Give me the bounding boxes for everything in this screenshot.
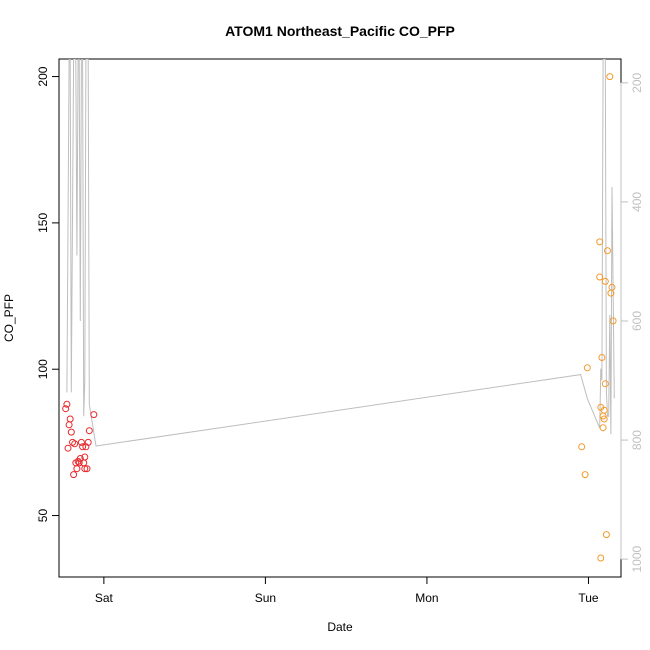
y2-tick-label: 400 — [630, 192, 644, 212]
data-point-series-1 — [67, 428, 75, 436]
data-point-series-1 — [90, 411, 98, 419]
y-axis-label: CO_PFP — [2, 294, 16, 342]
data-point-series-2 — [578, 443, 586, 451]
data-point-series-2 — [600, 406, 608, 414]
data-point-series-2 — [604, 247, 611, 255]
data-point-series-1 — [80, 459, 88, 467]
data-point-series-1 — [76, 455, 84, 462]
y2-tick-label: 1000 — [630, 545, 644, 572]
data-point-series-2 — [596, 238, 604, 246]
data-point-series-1 — [81, 465, 89, 473]
data-point-series-1 — [85, 427, 93, 435]
y2-tick-label: 800 — [630, 430, 644, 450]
data-point-series-1 — [66, 415, 74, 423]
data-point-series-2 — [600, 415, 608, 423]
data-point-series-1 — [65, 421, 73, 429]
data-point-series-2 — [599, 424, 607, 432]
x-axis: Sat Sun Mon Tue — [95, 576, 599, 605]
data-point-series-2 — [596, 273, 604, 281]
data-point-series-2 — [581, 471, 589, 479]
data-point-series-1 — [84, 438, 92, 446]
x-tick-label: Sat — [95, 591, 114, 605]
data-point-series-1 — [64, 444, 72, 452]
data-points-group — [62, 73, 617, 562]
y-tick-label: 200 — [36, 66, 50, 86]
chart-title: ATOM1 Northeast_Pacific CO_PFP — [225, 23, 455, 39]
plot-area-border — [58, 58, 622, 578]
data-point-series-1 — [62, 405, 70, 413]
y-tick-label: 50 — [36, 509, 50, 523]
data-point-series-2 — [602, 531, 610, 539]
data-point-series-2 — [601, 277, 609, 285]
y2-tick-label: 200 — [630, 72, 644, 92]
y2-axis: 200 400 600 800 1000 — [620, 72, 644, 572]
data-point-series-1 — [83, 465, 91, 473]
y-tick-label: 150 — [36, 213, 50, 233]
y2-tick-label: 600 — [630, 311, 644, 331]
data-point-series-1 — [79, 443, 87, 451]
data-point-series-2 — [601, 380, 609, 388]
data-point-series-2 — [598, 354, 606, 361]
x-tick-label: Mon — [415, 591, 438, 605]
data-point-series-1 — [63, 400, 71, 408]
data-point-series-1 — [75, 459, 83, 467]
y-tick-label: 100 — [36, 359, 50, 379]
data-point-series-2 — [608, 283, 616, 291]
data-point-series-1 — [70, 471, 78, 479]
profile-line-group — [66, 59, 615, 447]
data-point-series-1 — [71, 440, 79, 448]
x-tick-label: Sun — [255, 591, 276, 605]
x-tick-label: Tue — [578, 591, 599, 605]
data-point-series-1 — [81, 453, 89, 461]
y-axis: 50 100 150 200 — [36, 66, 60, 523]
x-axis-label: Date — [327, 620, 353, 634]
data-point-series-1 — [73, 465, 81, 473]
data-point-series-2 — [606, 73, 614, 81]
data-point-series-1 — [77, 438, 85, 446]
data-point-series-2 — [583, 364, 591, 372]
data-point-series-2 — [609, 317, 617, 325]
profile-line — [66, 59, 615, 447]
data-point-series-2 — [597, 554, 605, 562]
